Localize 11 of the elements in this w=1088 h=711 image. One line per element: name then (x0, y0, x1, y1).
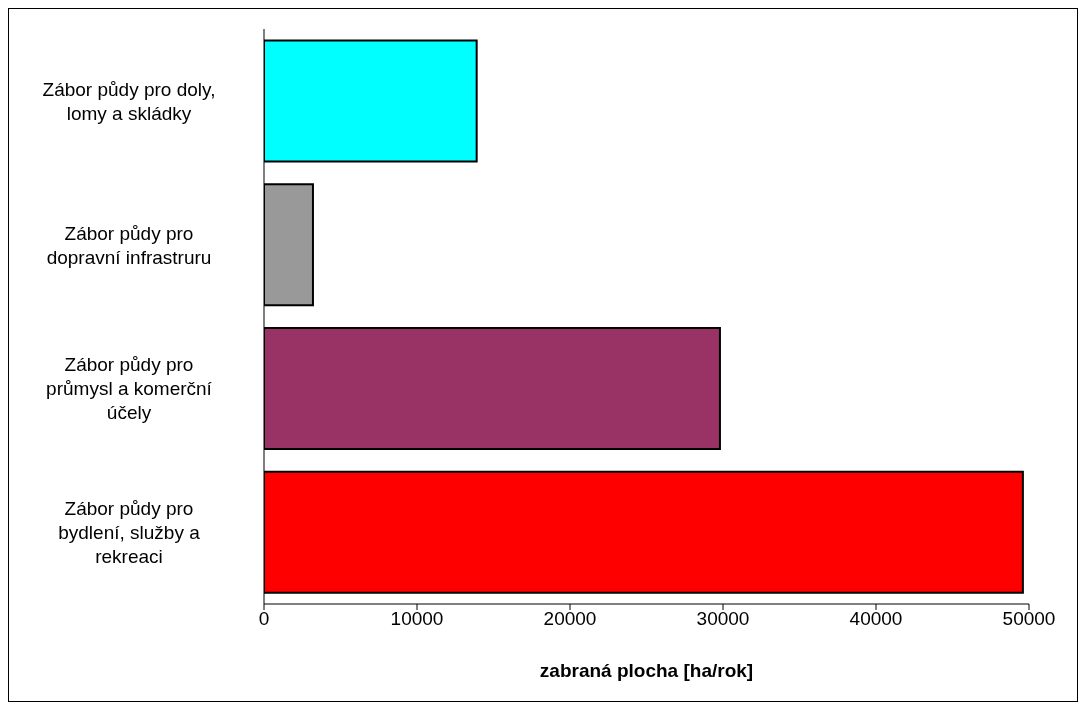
y-tick-label: Zábor půdy pro doly, lomy a skládky (42, 78, 216, 124)
x-tick-label: 40000 (849, 608, 903, 630)
x-tick-label: 10000 (390, 608, 444, 630)
y-tick-label: Zábor půdy pro bydlení, služby a rekreaci (58, 497, 201, 567)
x-tick-label: 50000 (1002, 608, 1056, 630)
x-tick-label: 0 (258, 608, 270, 630)
x-axis-title: zabraná plocha [ha/rok] (539, 660, 754, 681)
y-tick-label: Zábor půdy pro dopravní infrastruru (46, 222, 212, 268)
x-tick-label: 20000 (543, 608, 597, 630)
y-tick-label: Zábor půdy pro průmysl a komerční účely (46, 353, 213, 423)
x-tick-label: 30000 (696, 608, 750, 630)
